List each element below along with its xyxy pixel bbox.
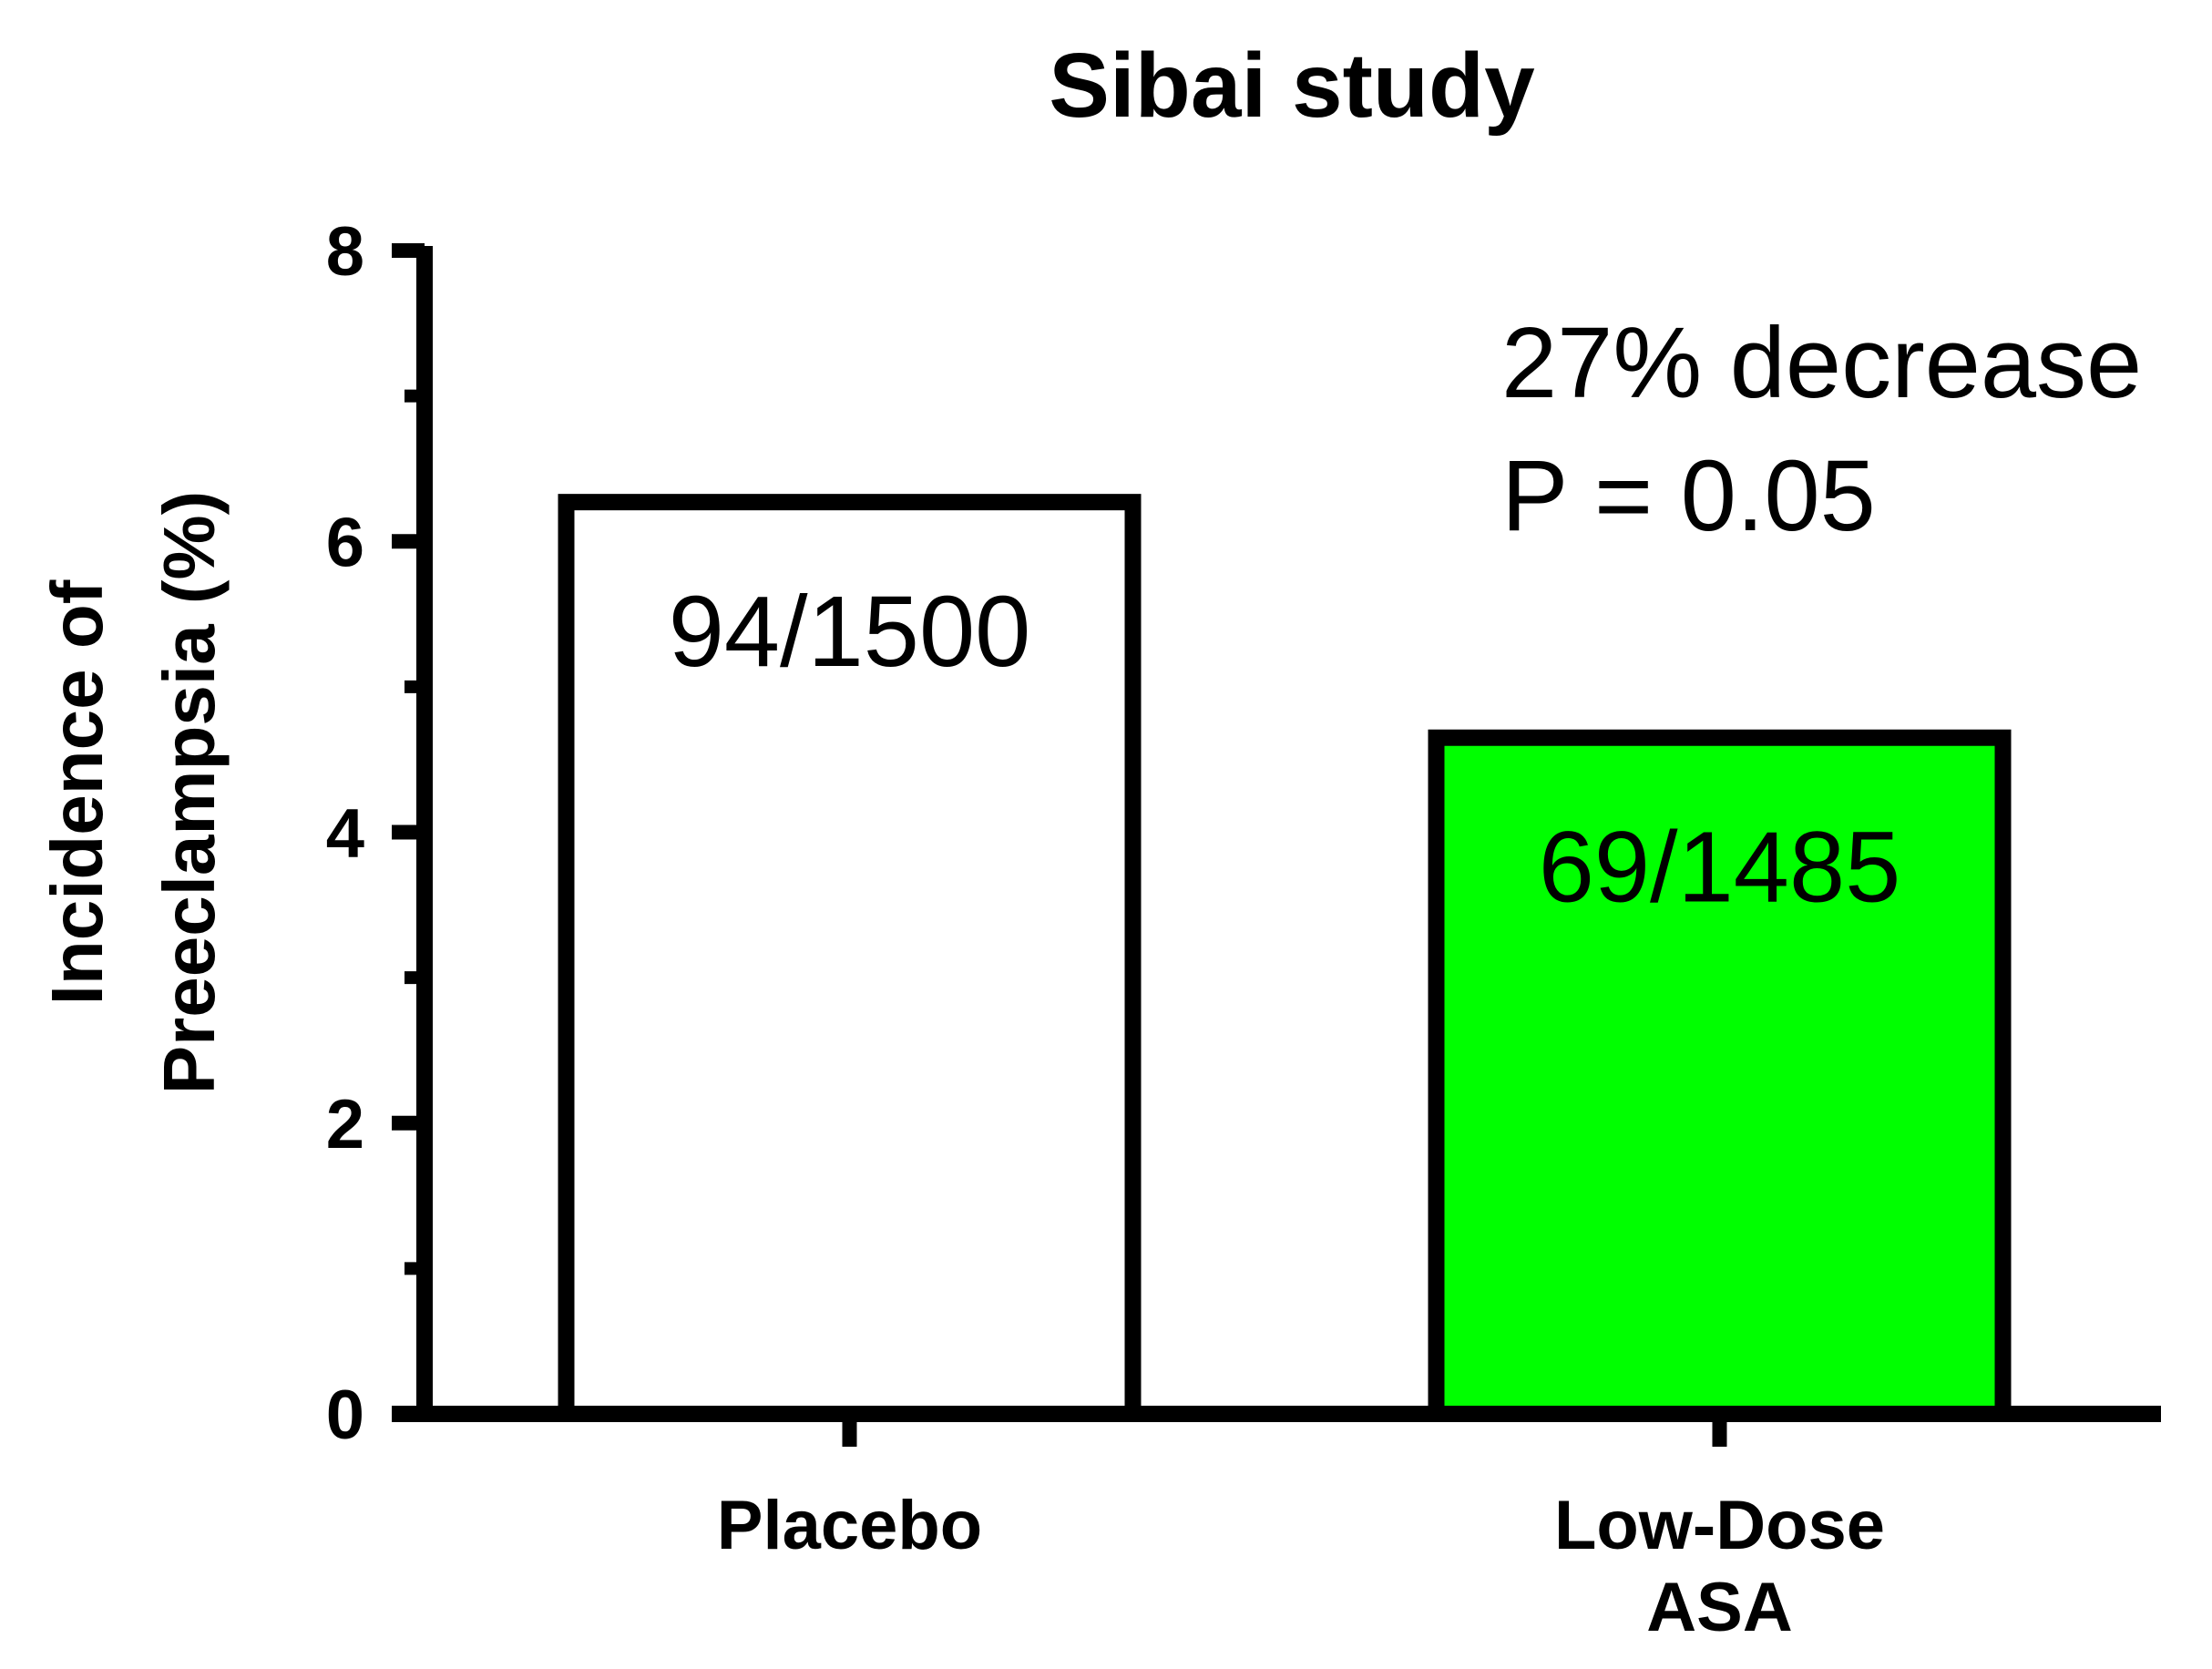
bar-data-label: 69/1485	[1539, 812, 1901, 924]
x-category-label: Placebo	[717, 1487, 982, 1564]
y-tick-label: 0	[326, 1377, 364, 1454]
y-tick-label: 2	[326, 1086, 364, 1163]
annotation-p-value: P = 0.05	[1501, 440, 1876, 552]
y-axis-label: Incidence of Preeclampsia (%)	[36, 491, 230, 1095]
bars-group: 94/1500 69/1485	[558, 494, 2012, 1422]
annotation-decrease: 27% decrease	[1501, 307, 2142, 419]
y-axis-ticks: 0 2 4 6 8	[326, 213, 425, 1454]
annotation: 27% decrease P = 0.05	[1501, 307, 2142, 552]
y-axis-label-line-1: Incidence of	[36, 579, 118, 1005]
bar	[558, 494, 1142, 1422]
chart-title: Sibai study	[1049, 35, 1535, 137]
x-category-label: ASA	[1646, 1569, 1792, 1646]
bar-data-label: 94/1500	[669, 576, 1031, 688]
y-axis-label-line-2: Preeclampsia (%)	[148, 491, 230, 1095]
y-tick-label: 6	[326, 504, 364, 581]
bar	[1428, 729, 2012, 1422]
x-category-label: Low-Dose	[1554, 1487, 1885, 1564]
y-tick-label: 8	[326, 213, 364, 291]
y-tick-label: 4	[326, 795, 364, 873]
